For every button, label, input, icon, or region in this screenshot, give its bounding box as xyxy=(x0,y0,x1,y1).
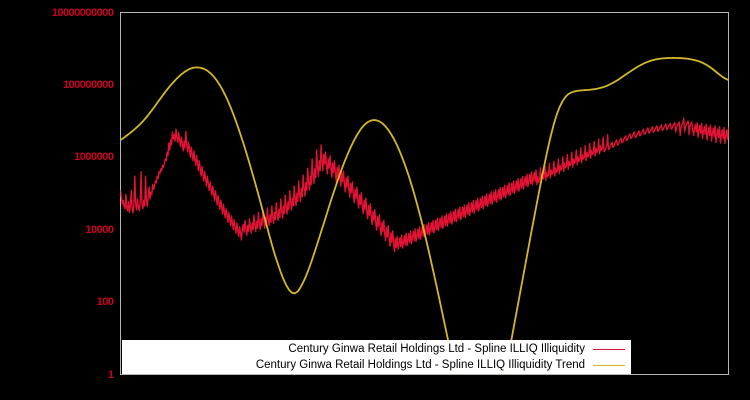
legend-item: Century Ginwa Retail Holdings Ltd - Spli… xyxy=(122,341,625,357)
chart-legend: Century Ginwa Retail Holdings Ltd - Spli… xyxy=(122,340,631,374)
y-axis-tick-label: 100 xyxy=(96,296,114,309)
chart-series-group xyxy=(120,57,729,375)
legend-swatch-illiquidity xyxy=(593,348,625,350)
legend-label-illiquidity: Century Ginwa Retail Holdings Ltd - Spli… xyxy=(288,343,585,355)
y-axis-tick-label: 1000000 xyxy=(74,151,114,164)
series-line-illiquidity-trend xyxy=(120,57,729,375)
legend-item: Century Ginwa Retail Holdings Ltd - Spli… xyxy=(122,357,625,373)
y-axis-tick-label: 100000000 xyxy=(62,78,114,91)
y-axis-tick-label: 10000000000 xyxy=(51,6,114,19)
legend-swatch-illiquidity-trend xyxy=(593,364,625,366)
legend-label-illiquidity-trend: Century Ginwa Retail Holdings Ltd - Spli… xyxy=(255,359,585,371)
y-axis-tick-label: 1 xyxy=(107,368,114,381)
y-axis-tick-label: 10000 xyxy=(85,223,114,236)
